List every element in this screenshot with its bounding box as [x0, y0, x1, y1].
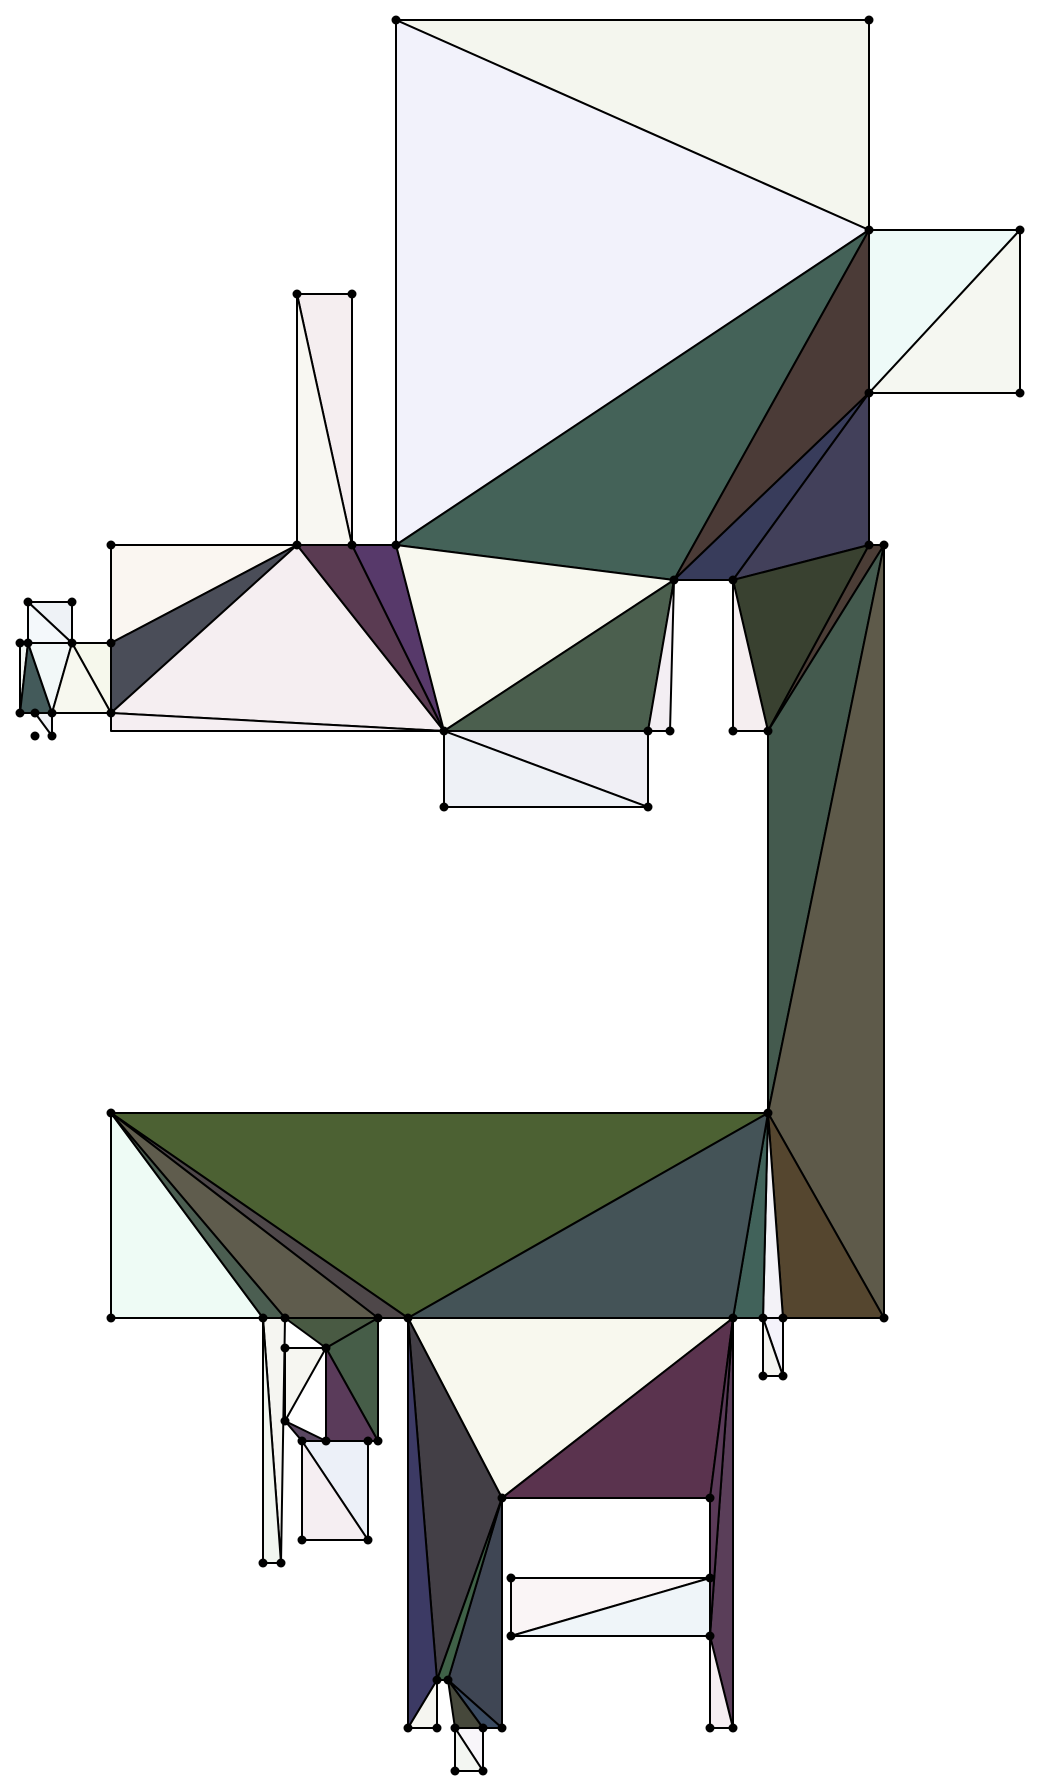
vertex-point	[292, 540, 302, 550]
triangle-face	[454, 1727, 484, 1772]
vertex-point	[23, 597, 33, 607]
triangle-face	[709, 1317, 734, 1637]
triangle-face	[647, 579, 675, 732]
vertex-point	[292, 289, 302, 299]
vertex-point	[432, 1723, 442, 1733]
triangle-face	[709, 1635, 734, 1729]
triangle-face	[284, 1347, 327, 1422]
vertex-point	[280, 1313, 290, 1323]
vertex-point	[363, 1535, 373, 1545]
triangle-face	[762, 1317, 784, 1377]
triangle-face	[443, 730, 649, 808]
vertex-point	[403, 1313, 413, 1323]
vertex-point	[669, 575, 679, 585]
vertex-point	[297, 1535, 307, 1545]
vertex-point	[391, 540, 401, 550]
triangle-face	[34, 712, 53, 737]
vertex-point	[106, 1108, 116, 1118]
vertex-point	[728, 1723, 738, 1733]
vertex-point	[432, 1675, 442, 1685]
vertex-point	[280, 1416, 290, 1426]
vertex-point	[47, 708, 57, 718]
vertex-point	[450, 1723, 460, 1733]
vertex-point	[778, 1313, 788, 1323]
vertex-point	[47, 731, 57, 741]
vertex-point	[15, 708, 25, 718]
vertex-point	[276, 1558, 286, 1568]
vertex-point	[506, 1573, 516, 1583]
vertex-point	[643, 726, 653, 736]
vertex-point	[864, 540, 874, 550]
vertex-point	[297, 1436, 307, 1446]
triangle-face	[301, 1440, 369, 1541]
vertex-point	[443, 1675, 453, 1685]
vertex-point	[321, 1343, 331, 1353]
vertex-point	[403, 1723, 413, 1733]
triangle-face	[262, 1317, 282, 1564]
triangle-face	[110, 712, 445, 732]
vertex-points	[15, 15, 1025, 1776]
vertex-point	[30, 731, 40, 741]
vertex-point	[106, 708, 116, 718]
vertex-point	[258, 1558, 268, 1568]
vertex-point	[373, 1436, 383, 1446]
vertex-point	[439, 726, 449, 736]
triangle-face	[868, 229, 1021, 394]
triangle-face	[732, 579, 769, 732]
vertex-point	[347, 540, 357, 550]
vertex-point	[280, 1343, 290, 1353]
vertex-point	[705, 1493, 715, 1503]
vertex-point	[347, 289, 357, 299]
vertex-point	[373, 1313, 383, 1323]
vertex-point	[23, 638, 33, 648]
vertex-point	[67, 597, 77, 607]
vertex-point	[30, 708, 40, 718]
vertex-point	[258, 1313, 268, 1323]
vertex-point	[497, 1493, 507, 1503]
vertex-point	[391, 15, 401, 25]
vertex-point	[15, 638, 25, 648]
triangle-face	[51, 642, 112, 714]
vertex-point	[106, 1313, 116, 1323]
vertex-point	[879, 1313, 889, 1323]
vertex-point	[728, 1313, 738, 1323]
vertex-point	[450, 1766, 460, 1776]
vertex-point	[763, 1108, 773, 1118]
vertex-point	[879, 540, 889, 550]
vertex-point	[439, 802, 449, 812]
vertex-point	[67, 638, 77, 648]
vertex-point	[705, 1723, 715, 1733]
vertex-point	[506, 1631, 516, 1641]
vertex-point	[758, 1313, 768, 1323]
vertex-point	[864, 388, 874, 398]
vertex-point	[363, 1436, 373, 1446]
vertex-point	[705, 1573, 715, 1583]
vertex-point	[106, 540, 116, 550]
vertex-point	[478, 1766, 488, 1776]
vertex-point	[665, 726, 675, 736]
vertex-point	[864, 15, 874, 25]
vertex-point	[106, 638, 116, 648]
vertex-point	[763, 726, 773, 736]
vertex-point	[728, 575, 738, 585]
vertex-point	[478, 1723, 488, 1733]
vertex-point	[778, 1371, 788, 1381]
vertex-point	[758, 1371, 768, 1381]
vertex-point	[1015, 225, 1025, 235]
vertex-point	[728, 726, 738, 736]
vertex-point	[643, 802, 653, 812]
triangle-face	[407, 1679, 438, 1729]
vertex-point	[705, 1631, 715, 1641]
vertex-point	[864, 225, 874, 235]
triangle-faces	[19, 19, 1021, 1772]
triangle-face	[284, 1420, 327, 1442]
vertex-point	[321, 1436, 331, 1446]
vertex-point	[497, 1723, 507, 1733]
triangle-face	[436, 1497, 503, 1681]
vertex-point	[1015, 388, 1025, 398]
